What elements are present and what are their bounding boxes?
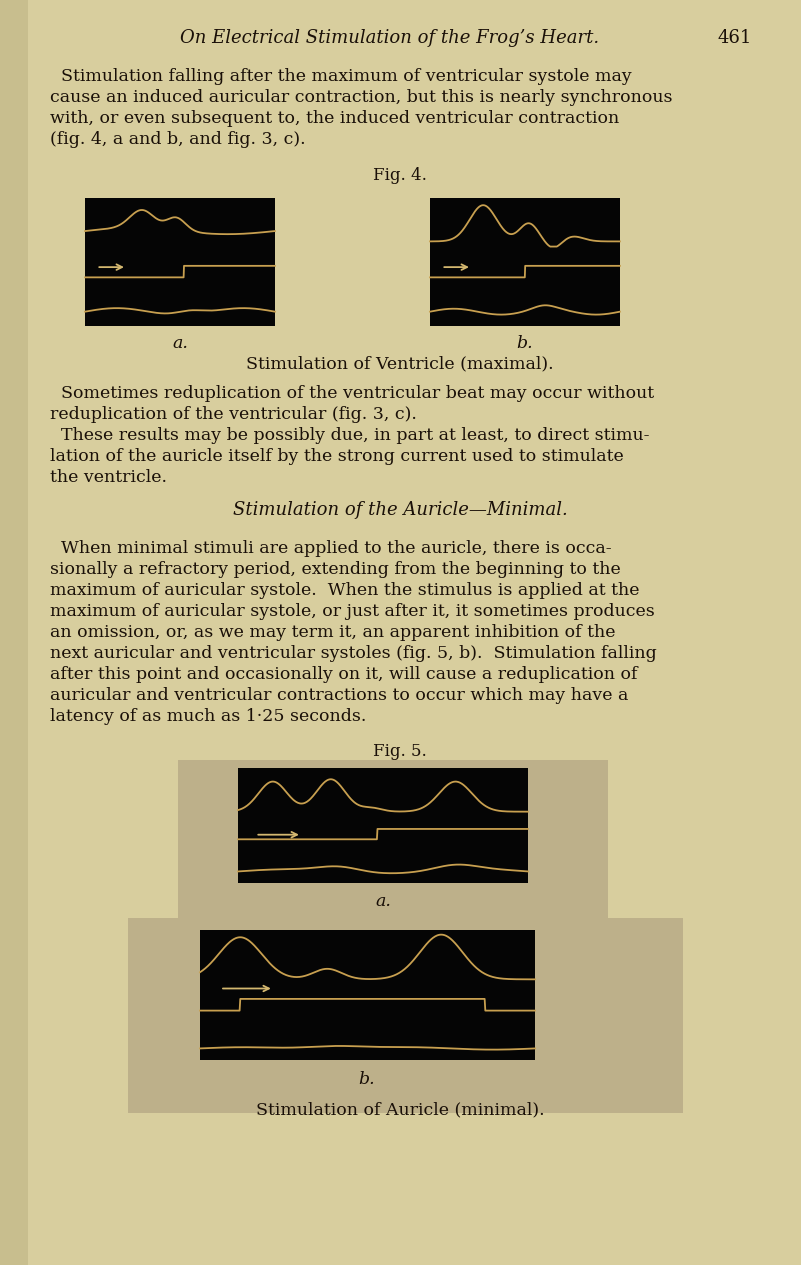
Text: latency of as much as 1·25 seconds.: latency of as much as 1·25 seconds. <box>50 708 366 725</box>
Text: b.: b. <box>359 1071 376 1088</box>
Text: sionally a refractory period, extending from the beginning to the: sionally a refractory period, extending … <box>50 560 621 578</box>
Text: maximum of auricular systole, or just after it, it sometimes produces: maximum of auricular systole, or just af… <box>50 603 654 620</box>
Text: lation of the auricle itself by the strong current used to stimulate: lation of the auricle itself by the stro… <box>50 448 624 466</box>
Bar <box>0 0 28 1265</box>
Text: Stimulation of Auricle (minimal).: Stimulation of Auricle (minimal). <box>256 1102 545 1118</box>
Text: 461: 461 <box>718 29 752 47</box>
Text: cause an induced auricular contraction, but this is nearly synchronous: cause an induced auricular contraction, … <box>50 89 673 106</box>
Bar <box>178 760 608 925</box>
Text: after this point and occasionally on it, will cause a reduplication of: after this point and occasionally on it,… <box>50 665 638 683</box>
Text: maximum of auricular systole.  When the stimulus is applied at the: maximum of auricular systole. When the s… <box>50 582 639 600</box>
Text: the ventricle.: the ventricle. <box>50 469 167 486</box>
Text: These results may be possibly due, in part at least, to direct stimu-: These results may be possibly due, in pa… <box>50 428 650 444</box>
Bar <box>430 199 620 326</box>
Text: Stimulation falling after the maximum of ventricular systole may: Stimulation falling after the maximum of… <box>50 68 632 85</box>
Text: Fig. 5.: Fig. 5. <box>373 744 427 760</box>
Bar <box>238 768 528 883</box>
Text: On Electrical Stimulation of the Frog’s Heart.: On Electrical Stimulation of the Frog’s … <box>180 29 600 47</box>
Text: an omission, or, as we may term it, an apparent inhibition of the: an omission, or, as we may term it, an a… <box>50 624 615 641</box>
Text: a.: a. <box>172 335 188 353</box>
Text: Stimulation of Ventricle (maximal).: Stimulation of Ventricle (maximal). <box>246 355 553 372</box>
Bar <box>85 199 275 326</box>
Text: When minimal stimuli are applied to the auricle, there is occa-: When minimal stimuli are applied to the … <box>50 540 612 557</box>
Text: Sometimes reduplication of the ventricular beat may occur without: Sometimes reduplication of the ventricul… <box>50 385 654 402</box>
Text: Stimulation of the Auricle—Minimal.: Stimulation of the Auricle—Minimal. <box>232 501 567 519</box>
Bar <box>200 930 535 1060</box>
Text: Fig. 4.: Fig. 4. <box>373 167 427 183</box>
Bar <box>128 918 683 1113</box>
Text: b.: b. <box>517 335 533 353</box>
Text: (fig. 4, a and b, and fig. 3, c).: (fig. 4, a and b, and fig. 3, c). <box>50 132 306 148</box>
Text: a.: a. <box>375 893 391 910</box>
Text: reduplication of the ventricular (fig. 3, c).: reduplication of the ventricular (fig. 3… <box>50 406 417 423</box>
Text: with, or even subsequent to, the induced ventricular contraction: with, or even subsequent to, the induced… <box>50 110 619 126</box>
Text: auricular and ventricular contractions to occur which may have a: auricular and ventricular contractions t… <box>50 687 628 705</box>
Text: next auricular and ventricular systoles (fig. 5, b).  Stimulation falling: next auricular and ventricular systoles … <box>50 645 657 662</box>
